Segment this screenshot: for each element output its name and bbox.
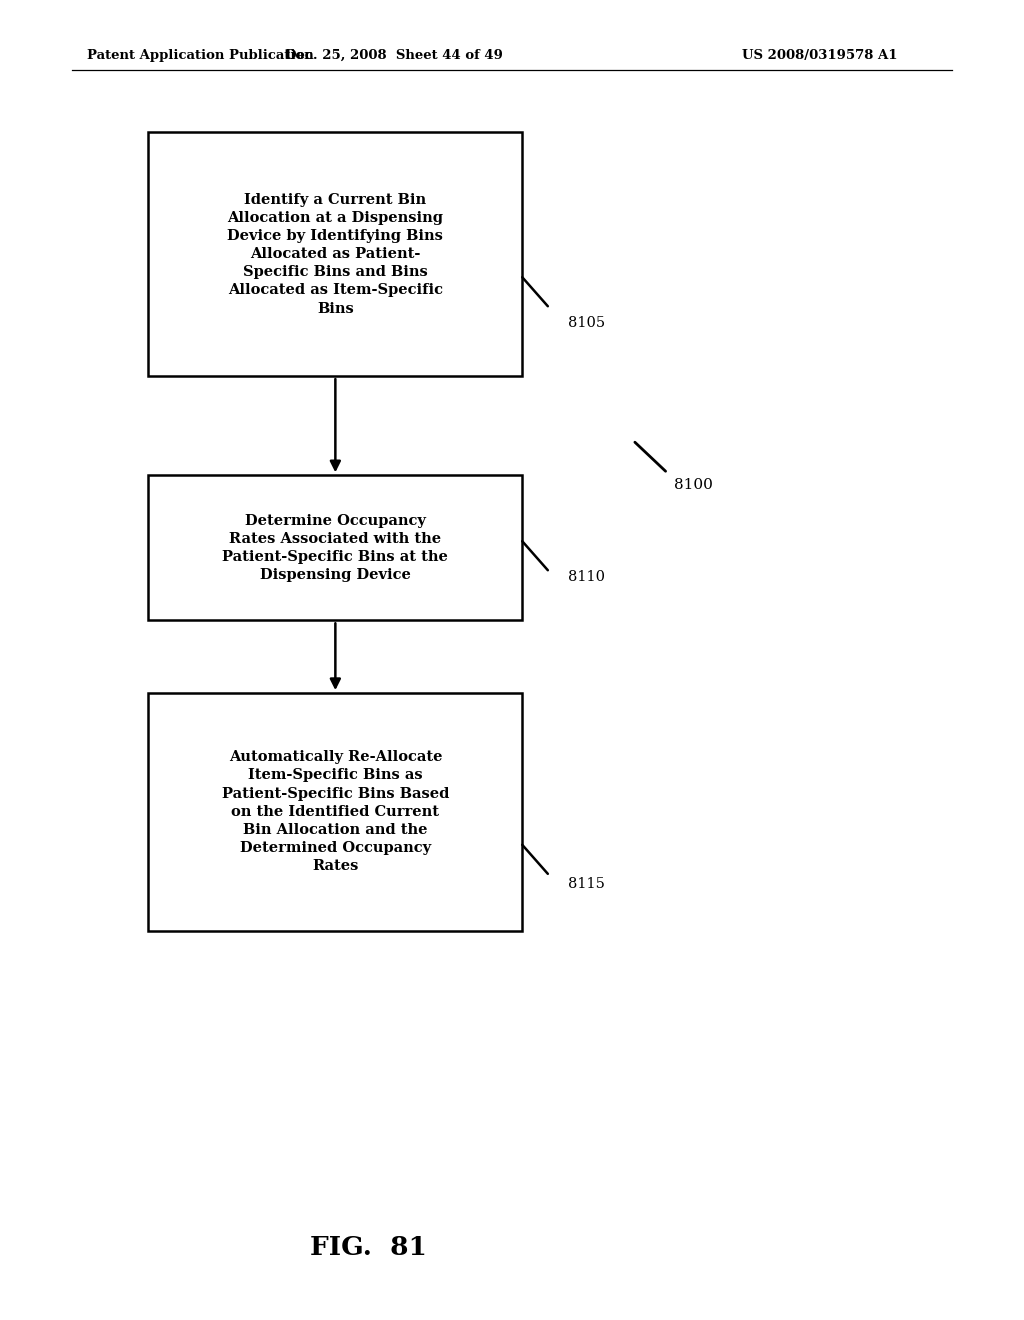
Text: US 2008/0319578 A1: US 2008/0319578 A1 [742, 49, 898, 62]
Text: FIG.  81: FIG. 81 [310, 1236, 427, 1259]
Bar [148, 693, 522, 931]
Text: 8115: 8115 [568, 878, 605, 891]
Text: Determine Occupancy
Rates Associated with the
Patient-Specific Bins at the
Dispe: Determine Occupancy Rates Associated wit… [222, 513, 449, 582]
Text: Identify a Current Bin
Allocation at a Dispensing
Device by Identifying Bins
All: Identify a Current Bin Allocation at a D… [227, 193, 443, 315]
Text: Automatically Re-Allocate
Item-Specific Bins as
Patient-Specific Bins Based
on t: Automatically Re-Allocate Item-Specific … [221, 750, 450, 874]
Bar [148, 475, 522, 620]
Text: Dec. 25, 2008  Sheet 44 of 49: Dec. 25, 2008 Sheet 44 of 49 [286, 49, 503, 62]
Text: 8105: 8105 [568, 317, 605, 330]
Text: 8110: 8110 [568, 570, 605, 583]
Bar [148, 132, 522, 376]
Text: 8100: 8100 [674, 478, 713, 492]
Text: Patent Application Publication: Patent Application Publication [87, 49, 313, 62]
